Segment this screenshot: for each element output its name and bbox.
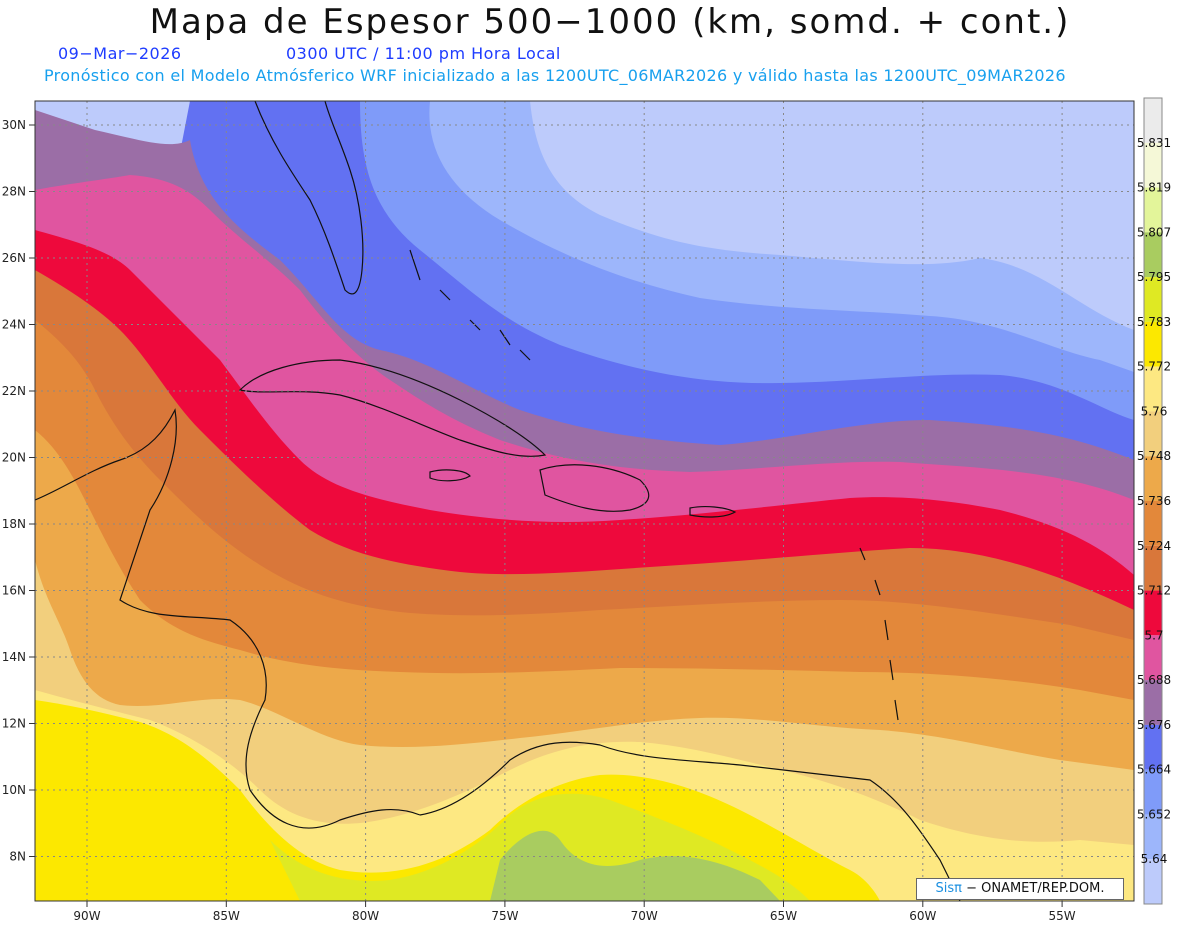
forecast-time: 0300 UTC / 11:00 pm Hora Local	[286, 44, 561, 63]
puerto-rico-coast	[689, 506, 737, 518]
lat-tick-label: 14N	[2, 650, 26, 664]
colorbar-level-label: 5.676	[1137, 718, 1171, 732]
model-run-info: Pronóstico con el Modelo Atmósferico WRF…	[44, 66, 1066, 85]
colorbar-swatch	[1144, 769, 1162, 815]
colorbar-swatch	[1144, 187, 1162, 233]
colorbar-level-label: 5.795	[1137, 270, 1171, 284]
lon-tick-label: 60W	[909, 909, 936, 923]
colorbar-level-label: 5.736	[1137, 494, 1171, 508]
colorbar-swatch	[1144, 277, 1162, 322]
lat-tick-label: 20N	[2, 451, 26, 465]
map-frame	[34, 100, 1135, 902]
contour-fill-layer	[35, 101, 1134, 901]
colorbar-swatch	[1144, 545, 1162, 591]
colorbar-level-label: 5.7	[1144, 628, 1163, 642]
longitude-axis: 90W 85W 80W 75W 70W 65W 60W 55W	[73, 901, 1076, 923]
colorbar-level-label: 5.712	[1137, 584, 1171, 598]
colorbar-level-label: 5.724	[1137, 539, 1171, 553]
hispaniola-coast	[539, 464, 650, 512]
colorbar-level-label: 5.748	[1137, 449, 1171, 463]
lat-tick-label: 24N	[2, 318, 26, 332]
lat-tick-label: 30N	[2, 118, 26, 132]
colorbar-level-label: 5.76	[1141, 404, 1168, 418]
colorbar-level-label: 5.819	[1137, 181, 1171, 195]
lat-tick-label: 22N	[2, 384, 26, 398]
florida-coast	[254, 101, 364, 295]
colorbar-frame	[1143, 97, 1163, 905]
lon-tick-label: 55W	[1049, 909, 1076, 923]
colorbar-swatch	[1144, 366, 1162, 412]
lon-tick-label: 70W	[631, 909, 658, 923]
colorbar-swatch	[1144, 635, 1162, 681]
forecast-date: 09−Mar−2026	[58, 44, 182, 63]
coastlines	[35, 101, 961, 901]
colorbar-swatch	[1144, 590, 1162, 636]
credit-org: − ONAMET/REP.DOM.	[961, 881, 1105, 896]
colorbar-swatch	[1144, 232, 1162, 278]
lat-tick-label: 28N	[2, 185, 26, 199]
latitude-axis: 30N 28N 26N 24N 22N 20N 18N 16N 14N 12N 10N 8N	[2, 118, 35, 864]
lon-tick-label: 90W	[73, 909, 100, 923]
colorbar-level-label: 5.688	[1137, 673, 1171, 687]
colorbar-swatch	[1144, 456, 1162, 501]
colorbar-level-label: 5.64	[1141, 852, 1168, 866]
lat-tick-label: 16N	[2, 584, 26, 598]
lat-tick-label: 8N	[9, 850, 26, 864]
lon-tick-label: 75W	[491, 909, 518, 923]
south-america-coast	[419, 741, 961, 901]
lat-tick-label: 18N	[2, 517, 26, 531]
band-5807	[490, 830, 780, 901]
graticule	[35, 101, 1134, 901]
lon-tick-label: 80W	[352, 909, 379, 923]
colorbar-level-label: 5.772	[1137, 360, 1171, 374]
colorbar-level-label: 5.783	[1137, 315, 1171, 329]
lon-tick-label: 65W	[770, 909, 797, 923]
lat-tick-label: 12N	[2, 717, 26, 731]
colorbar-swatch	[1144, 98, 1162, 143]
colorbar-swatch	[1144, 501, 1162, 546]
colorbar-swatch	[1144, 411, 1162, 457]
lon-tick-label: 85W	[213, 909, 240, 923]
colorbar-swatch	[1144, 814, 1162, 860]
credit-brand: Sisπ	[935, 881, 962, 896]
colorbar-level-label: 5.664	[1137, 763, 1171, 777]
lesser-antilles	[859, 547, 899, 721]
colorbar-swatch	[1144, 859, 1162, 904]
colorbar-swatch	[1144, 321, 1162, 367]
credit-box: Sisπ − ONAMET/REP.DOM.	[916, 878, 1124, 900]
jamaica-coast	[429, 469, 471, 482]
colorbar-swatch	[1144, 680, 1162, 725]
lat-tick-label: 10N	[2, 783, 26, 797]
cuba-coast	[238, 359, 547, 457]
colorbar-level-label: 5.652	[1137, 807, 1171, 821]
central-america-coast	[35, 408, 421, 829]
colorbar: 5.831 5.819 5.807 5.795 5.783 5.772 5.76 5.748 5…	[1137, 97, 1171, 905]
colorbar-swatch	[1144, 724, 1162, 770]
colorbar-level-label: 5.807	[1137, 225, 1171, 239]
colorbar-level-label: 5.831	[1137, 136, 1171, 150]
map-title: Mapa de Espesor 500−1000 (km, somd. + co…	[149, 2, 1071, 42]
lat-tick-label: 26N	[2, 251, 26, 265]
colorbar-swatch	[1144, 142, 1162, 188]
